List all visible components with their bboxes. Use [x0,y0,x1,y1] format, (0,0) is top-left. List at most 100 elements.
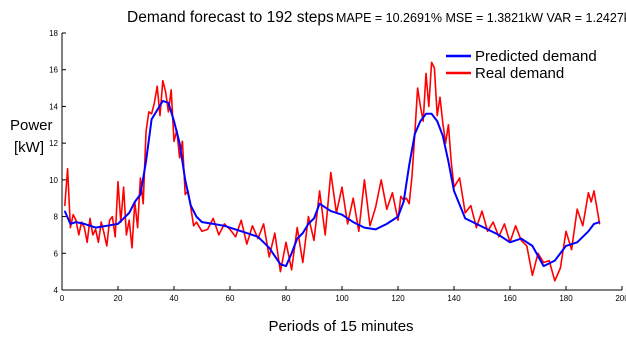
data-point [173,120,175,122]
series-line [63,99,600,268]
data-point [543,261,545,264]
data-point [117,181,119,183]
y-tick-label: 16 [49,66,58,75]
data-point [207,228,209,230]
data-point [184,179,186,181]
data-point [279,271,281,273]
data-point [576,208,578,210]
data-point [590,201,592,203]
data-point [145,131,147,133]
data-point [576,241,578,243]
data-point [352,221,354,223]
y-tick-label: 14 [49,102,58,111]
data-point [139,177,141,179]
y-tick-label: 10 [49,176,58,185]
data-point [422,120,424,122]
data-point [201,230,203,232]
x-tick-label: 80 [282,294,291,303]
data-point [403,201,405,203]
chart-metrics: MAPE = 10.2691% MSE = 1.3821kW VAR = 1.2… [336,11,626,25]
data-point [397,216,399,218]
data-point [212,223,214,225]
x-tick-label: 120 [391,294,405,303]
data-point [179,142,181,144]
data-point [128,212,130,214]
data-point [131,247,133,249]
data-point [137,227,139,229]
data-point [554,280,556,282]
data-point [95,227,97,229]
data-point [386,223,388,225]
data-point [405,197,407,199]
data-point [285,265,287,267]
data-point [285,241,287,243]
x-tick-label: 200 [615,294,626,303]
data-point [341,186,343,188]
data-point [433,67,435,69]
data-point [442,135,444,137]
data-point [587,230,590,232]
data-point [475,227,477,229]
legend-label-real: Real demand [475,65,564,82]
y-tick-label: 6 [54,249,59,258]
data-point [417,87,419,89]
data-point [296,227,298,229]
data-point [599,221,601,223]
data-point [109,219,111,221]
data-point [414,133,416,135]
data-point [106,225,108,227]
chart-title: Demand forecast to 192 steps [127,9,334,26]
data-point [464,212,466,214]
data-point [117,223,119,225]
data-point [240,219,242,221]
data-point [492,221,494,223]
y-axis-label-line1: Power [10,117,53,134]
data-point [375,206,377,208]
data-point [89,217,91,219]
data-point [565,245,567,247]
data-point [313,217,315,219]
data-point [69,227,71,229]
data-point [431,113,433,115]
data-point [341,214,343,216]
data-point [330,210,332,212]
data-point [100,221,102,223]
data-point [531,245,534,247]
data-point [554,260,556,262]
legend-label-predicted: Predicted demand [475,48,597,65]
data-point [453,190,455,192]
data-point [167,102,169,104]
plot-area [62,33,622,290]
data-point [153,102,155,104]
data-point [279,263,281,265]
data-point [268,256,270,258]
data-point [363,227,365,229]
data-point [436,120,438,122]
data-point [64,205,66,207]
data-point [67,168,69,170]
data-point [246,232,248,234]
data-point [520,239,522,241]
data-point [587,192,590,194]
data-point [498,236,500,238]
data-point [148,111,150,113]
x-tick-label: 160 [503,294,517,303]
data-point [330,171,332,174]
data-point [559,267,562,269]
data-point [411,175,413,177]
data-point [487,228,489,230]
y-tick-label: 4 [54,286,59,295]
data-point [425,72,427,74]
data-point [128,219,130,221]
data-point [114,236,116,238]
data-point [571,249,573,251]
data-point [263,223,265,225]
data-point [257,236,259,238]
data-point [291,252,293,254]
data-point [156,109,158,111]
data-point [139,193,141,196]
data-point [498,234,500,236]
data-point [408,203,410,205]
data-point [111,216,113,218]
